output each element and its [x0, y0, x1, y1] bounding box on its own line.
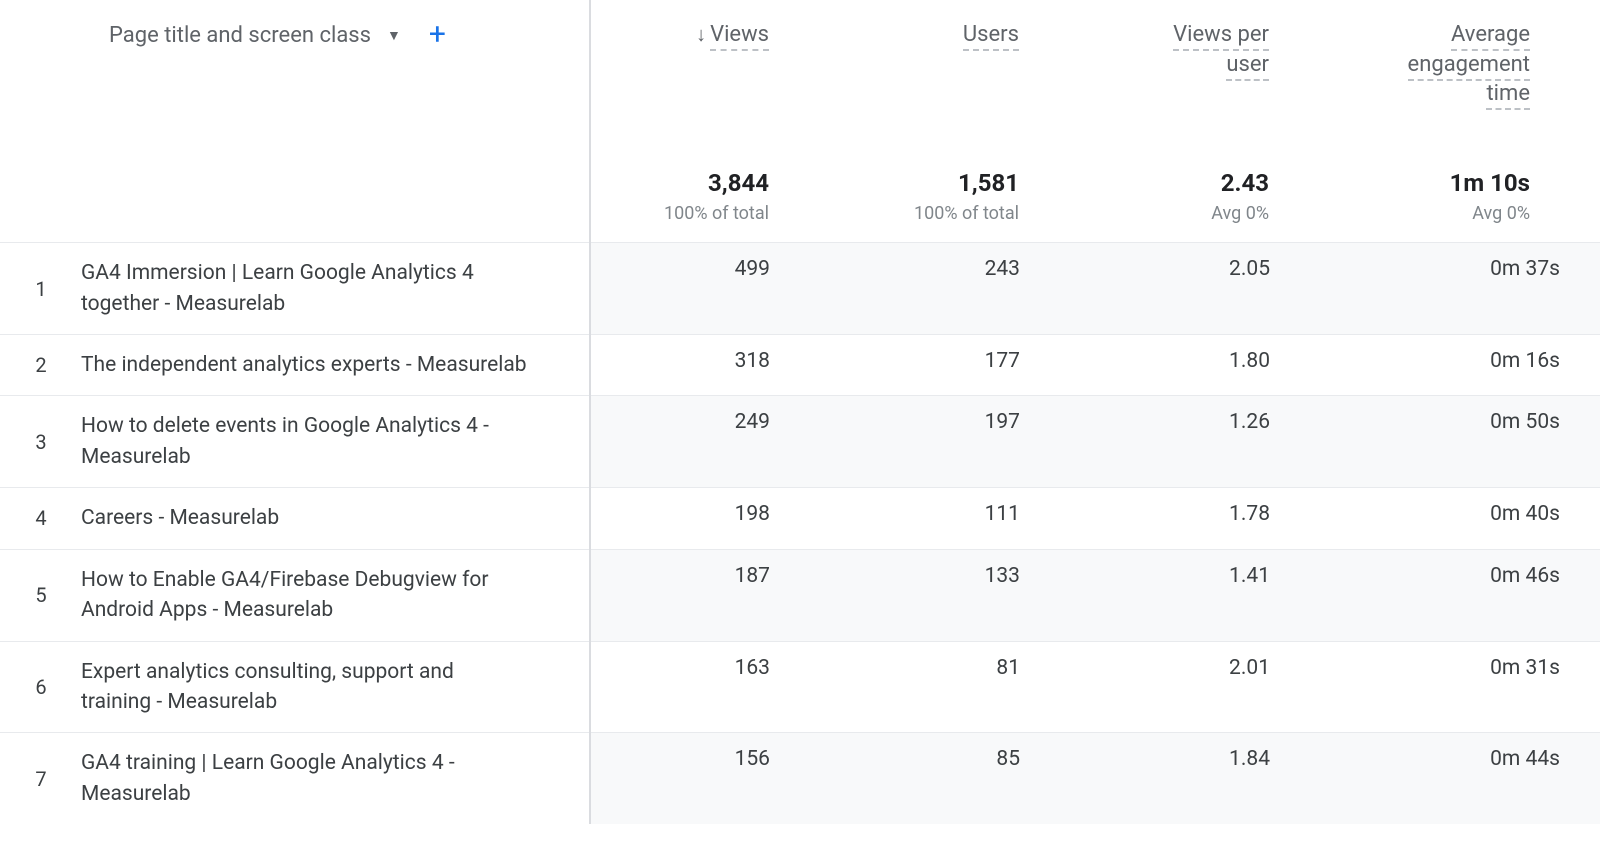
summary-row: 3,844 100% of total 1,581 100% of total … — [0, 119, 1600, 243]
users-cell: 177 — [800, 334, 1050, 395]
table-row[interactable]: 5How to Enable GA4/Firebase Debugview fo… — [0, 549, 1600, 641]
column-header-views-per-user[interactable]: Views peruser — [1051, 20, 1299, 79]
row-index: 7 — [1, 767, 81, 791]
table-row[interactable]: 6Expert analytics consulting, support an… — [0, 641, 1600, 733]
users-cell: 197 — [800, 396, 1050, 488]
column-header-views[interactable]: ↓Views — [592, 20, 799, 50]
table-row[interactable]: 2The independent analytics experts - Mea… — [0, 334, 1600, 395]
column-header-avg-engagement-time[interactable]: Averageengagementtime — [1301, 20, 1560, 109]
row-index: 4 — [1, 506, 81, 530]
page-title-cell[interactable]: Careers - Measurelab — [81, 503, 319, 533]
users-cell: 243 — [800, 243, 1050, 335]
users-cell: 111 — [800, 488, 1050, 549]
views-cell: 318 — [590, 334, 800, 395]
chevron-down-icon[interactable]: ▼ — [387, 27, 401, 44]
table-row[interactable]: 4Careers - Measurelab 1981111.780m 40s — [0, 488, 1600, 549]
summary-aet: 1m 10s — [1301, 169, 1560, 197]
users-cell: 85 — [800, 733, 1050, 824]
column-header-users[interactable]: Users — [801, 20, 1049, 50]
page-title-cell[interactable]: The independent analytics experts - Meas… — [81, 350, 567, 380]
header-row: Page title and screen class ▼ + ↓Views U… — [0, 0, 1600, 119]
page-title-cell[interactable]: GA4 training | Learn Google Analytics 4 … — [81, 748, 568, 809]
avg-engagement-time-cell: 0m 50s — [1300, 396, 1600, 488]
summary-users: 1,581 — [801, 169, 1049, 197]
summary-aet-sub: Avg 0% — [1301, 197, 1560, 224]
views-cell: 249 — [590, 396, 800, 488]
page-title-cell[interactable]: Expert analytics consulting, support and… — [81, 657, 568, 718]
avg-engagement-time-cell: 0m 46s — [1300, 549, 1600, 641]
avg-engagement-time-cell: 0m 37s — [1300, 243, 1600, 335]
summary-users-sub: 100% of total — [801, 197, 1049, 224]
page-title-cell[interactable]: GA4 Immersion | Learn Google Analytics 4… — [81, 258, 568, 319]
views-per-user-cell: 1.78 — [1050, 488, 1300, 549]
summary-vpu: 2.43 — [1051, 169, 1299, 197]
users-cell: 133 — [800, 549, 1050, 641]
summary-views-sub: 100% of total — [592, 197, 799, 224]
views-per-user-cell: 2.01 — [1050, 641, 1300, 733]
views-per-user-cell: 2.05 — [1050, 243, 1300, 335]
row-index: 5 — [1, 583, 81, 607]
table-row[interactable]: 1GA4 Immersion | Learn Google Analytics … — [0, 243, 1600, 335]
table-row[interactable]: 7GA4 training | Learn Google Analytics 4… — [0, 733, 1600, 824]
users-cell: 81 — [800, 641, 1050, 733]
views-per-user-cell: 1.26 — [1050, 396, 1300, 488]
row-index: 3 — [1, 430, 81, 454]
summary-vpu-sub: Avg 0% — [1051, 197, 1299, 224]
views-cell: 156 — [590, 733, 800, 824]
views-cell: 187 — [590, 549, 800, 641]
avg-engagement-time-cell: 0m 44s — [1300, 733, 1600, 824]
row-index: 2 — [1, 353, 81, 377]
summary-views: 3,844 — [592, 169, 799, 197]
views-per-user-cell: 1.80 — [1050, 334, 1300, 395]
views-cell: 198 — [590, 488, 800, 549]
views-cell: 163 — [590, 641, 800, 733]
row-index: 1 — [1, 277, 81, 301]
add-dimension-icon[interactable]: + — [429, 20, 446, 50]
views-cell: 499 — [590, 243, 800, 335]
views-per-user-cell: 1.84 — [1050, 733, 1300, 824]
sort-desc-icon: ↓ — [696, 22, 706, 46]
page-title-cell[interactable]: How to Enable GA4/Firebase Debugview for… — [81, 565, 568, 626]
views-per-user-cell: 1.41 — [1050, 549, 1300, 641]
avg-engagement-time-cell: 0m 16s — [1300, 334, 1600, 395]
page-title-cell[interactable]: How to delete events in Google Analytics… — [81, 411, 568, 472]
row-index: 6 — [1, 675, 81, 699]
pages-report-table: Page title and screen class ▼ + ↓Views U… — [0, 0, 1600, 824]
dimension-picker[interactable]: Page title and screen class — [109, 23, 371, 48]
avg-engagement-time-cell: 0m 40s — [1300, 488, 1600, 549]
table-row[interactable]: 3How to delete events in Google Analytic… — [0, 396, 1600, 488]
avg-engagement-time-cell: 0m 31s — [1300, 641, 1600, 733]
